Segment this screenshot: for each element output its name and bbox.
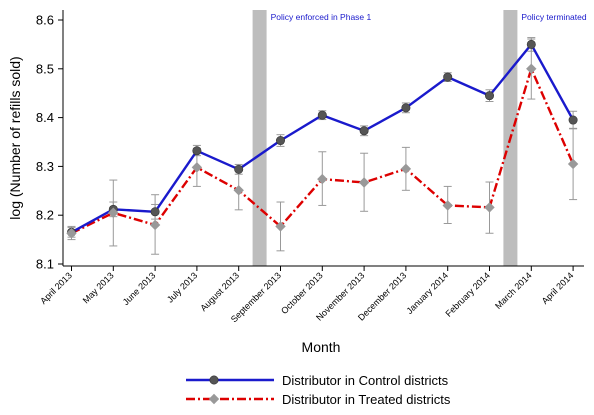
axes <box>62 10 584 267</box>
data-point-treated <box>442 200 453 211</box>
x-axis-title: Month <box>302 339 341 355</box>
error-bars <box>67 37 578 255</box>
x-tick-label: April 2013 <box>38 270 74 306</box>
data-point-control <box>484 91 494 101</box>
data-point-treated <box>108 207 119 218</box>
series-markers <box>66 39 579 239</box>
x-tick-label: May 2013 <box>81 270 116 305</box>
y-tick-label: 8.4 <box>36 110 54 125</box>
shade-annotation-0: Policy enforced in Phase 1 <box>271 12 372 22</box>
data-point-treated <box>233 185 244 196</box>
shaded-period-0 <box>252 10 267 266</box>
legend-marker-1 <box>208 393 220 405</box>
data-point-control <box>526 39 536 49</box>
shade-annotation-1: Policy terminated <box>521 12 586 22</box>
y-ticks: 8.1 8.2 8.3 8.4 8.5 8.6 <box>36 13 63 272</box>
y-tick-label: 8.2 <box>36 208 54 223</box>
legend-marker-0 <box>209 375 219 385</box>
x-tick-label: February 2014 <box>443 270 491 318</box>
data-point-control <box>150 207 160 217</box>
shade-annotations: Policy enforced in Phase 1 Policy termina… <box>271 12 587 22</box>
data-point-treated <box>567 158 579 170</box>
x-ticks: April 2013 May 2013 June 2013 July 2013Augu… <box>38 266 576 324</box>
x-tick-label: August 2013 <box>198 270 241 313</box>
legend: Distributor in Control districts Distribu… <box>186 373 451 407</box>
data-point-control <box>401 103 411 113</box>
y-tick-label: 8.6 <box>36 13 54 28</box>
x-tick-label: October 2013 <box>279 270 325 316</box>
data-point-treated <box>275 221 286 232</box>
x-tick-label: March 2014 <box>493 270 534 311</box>
data-point-control <box>443 72 453 82</box>
data-point-treated <box>191 162 203 173</box>
shaded-periods <box>252 10 518 266</box>
data-point-treated <box>149 219 161 231</box>
data-point-control <box>359 126 369 136</box>
x-tick-label: June 2013 <box>121 270 158 307</box>
x-tick-label: April 2014 <box>540 270 576 306</box>
y-tick-label: 8.1 <box>36 257 54 272</box>
legend-label-0: Distributor in Control districts <box>282 373 449 388</box>
data-point-control <box>275 136 285 146</box>
data-point-treated <box>400 163 412 175</box>
data-point-control <box>568 115 578 125</box>
y-tick-label: 8.3 <box>36 159 54 174</box>
data-point-control <box>192 146 202 156</box>
y-axis-title: log (Number of refills sold) <box>7 56 23 219</box>
x-tick-label: July 2013 <box>165 270 199 304</box>
data-point-control <box>317 110 327 120</box>
y-tick-label: 8.5 <box>36 61 54 76</box>
data-point-control <box>234 164 244 174</box>
legend-label-1: Distributor in Treated districts <box>282 392 451 407</box>
x-tick-label: January 2014 <box>404 270 450 316</box>
data-point-treated <box>358 177 370 188</box>
series-line-treated <box>70 67 575 235</box>
data-point-treated <box>526 63 537 74</box>
data-point-treated <box>66 228 77 239</box>
data-point-treated <box>484 202 495 213</box>
data-point-treated <box>317 173 328 185</box>
